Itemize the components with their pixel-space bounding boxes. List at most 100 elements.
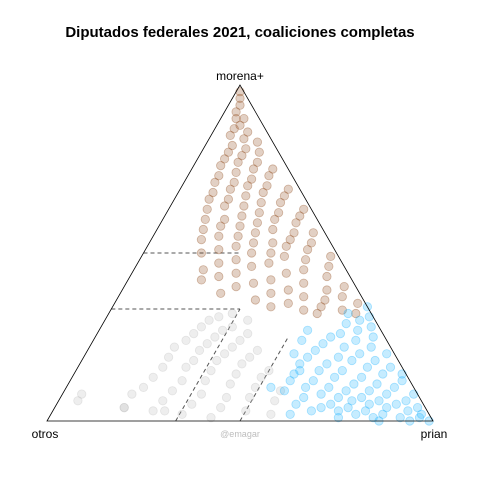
point-morena-39	[257, 198, 265, 206]
point-morena-10	[240, 135, 248, 143]
point-morena-79	[215, 259, 223, 267]
point-otros-3	[244, 316, 252, 324]
point-morena-71	[303, 245, 311, 253]
point-otros-0	[228, 309, 236, 317]
point-otros-22	[238, 360, 246, 368]
point-otros-43	[188, 400, 196, 408]
point-prian-11	[319, 340, 327, 348]
point-otros-45	[217, 403, 225, 411]
point-morena-31	[226, 185, 234, 193]
point-morena-85	[232, 269, 240, 277]
point-morena-73	[197, 249, 205, 257]
point-otros-21	[213, 356, 221, 364]
point-prian-70	[292, 400, 300, 408]
point-prian-53	[344, 403, 352, 411]
point-morena-64	[197, 235, 205, 243]
point-otros-24	[182, 363, 190, 371]
point-prian-38	[365, 387, 373, 395]
point-prian-45	[300, 393, 308, 401]
point-morena-59	[251, 229, 259, 237]
point-morena-72	[267, 249, 275, 257]
point-otros-40	[245, 393, 253, 401]
point-morena-108	[300, 306, 308, 314]
point-morena-103	[284, 299, 292, 307]
point-prian-25	[338, 366, 346, 374]
point-prian-69	[280, 387, 288, 395]
point-morena-104	[354, 299, 362, 307]
point-otros-29	[257, 373, 265, 381]
point-otros-9	[211, 333, 219, 341]
point-otros-37	[197, 390, 205, 398]
point-otros-17	[220, 350, 228, 358]
point-prian-1	[365, 313, 373, 321]
point-prian-68	[307, 407, 315, 415]
point-otros-12	[203, 340, 211, 348]
point-prian-26	[315, 366, 323, 374]
point-morena-74	[247, 249, 255, 257]
point-otros-28	[149, 373, 157, 381]
point-morena-68	[232, 242, 240, 250]
point-prian-21	[323, 360, 331, 368]
point-otros-14	[170, 343, 178, 351]
point-morena-86	[282, 269, 290, 277]
point-prian-43	[357, 393, 365, 401]
data-points	[74, 88, 434, 426]
point-morena-40	[276, 198, 284, 206]
point-morena-84	[300, 266, 308, 274]
point-morena-34	[259, 188, 267, 196]
chart-title: Diputados federales 2021, coaliciones co…	[65, 24, 414, 41]
point-prian-33	[373, 380, 381, 388]
point-prian-67	[286, 377, 294, 385]
point-prian-31	[309, 377, 317, 385]
point-prian-46	[402, 397, 410, 405]
point-morena-20	[217, 161, 225, 169]
point-prian-49	[327, 400, 335, 408]
point-otros-5	[197, 323, 205, 331]
point-otros-42	[271, 397, 279, 405]
point-prian-8	[369, 333, 377, 341]
point-prian-28	[379, 370, 387, 378]
point-otros-11	[182, 336, 190, 344]
vertex-label-otros: otros	[32, 427, 59, 441]
point-morena-69	[282, 242, 290, 250]
point-otros-1	[215, 313, 223, 321]
point-morena-35	[242, 192, 250, 200]
point-morena-11	[253, 138, 261, 146]
point-otros-7	[190, 329, 198, 337]
point-prian-75	[298, 336, 306, 344]
vertex-label-morena: morena+	[216, 69, 264, 83]
point-prian-19	[371, 356, 379, 364]
point-morena-90	[197, 276, 205, 284]
point-prian-20	[348, 356, 356, 364]
point-morena-100	[338, 293, 346, 301]
point-prian-2	[344, 309, 352, 317]
point-morena-25	[265, 172, 273, 180]
point-morena-53	[292, 219, 300, 227]
point-prian-4	[367, 323, 375, 331]
point-prian-50	[392, 400, 400, 408]
point-otros-30	[178, 377, 186, 385]
point-morena-28	[211, 178, 219, 186]
point-morena-57	[269, 225, 277, 233]
point-otros-46	[242, 407, 250, 415]
point-morena-54	[236, 222, 244, 230]
point-morena-55	[217, 222, 225, 230]
point-otros-20	[190, 356, 198, 364]
point-morena-94	[232, 282, 240, 290]
point-morena-101	[251, 296, 259, 304]
point-otros-50	[207, 413, 215, 421]
point-prian-76	[303, 326, 311, 334]
point-morena-61	[234, 232, 242, 240]
point-otros-6	[218, 326, 226, 334]
point-otros-10	[236, 336, 244, 344]
point-morena-106	[267, 303, 275, 311]
point-morena-15	[255, 148, 263, 156]
point-morena-98	[217, 289, 225, 297]
point-morena-9	[226, 131, 234, 139]
point-prian-3	[356, 316, 364, 324]
credit-label: @emagar	[220, 429, 260, 439]
point-prian-9	[327, 333, 335, 341]
point-otros-19	[246, 353, 254, 361]
point-prian-54	[317, 403, 325, 411]
point-otros-47	[149, 407, 157, 415]
